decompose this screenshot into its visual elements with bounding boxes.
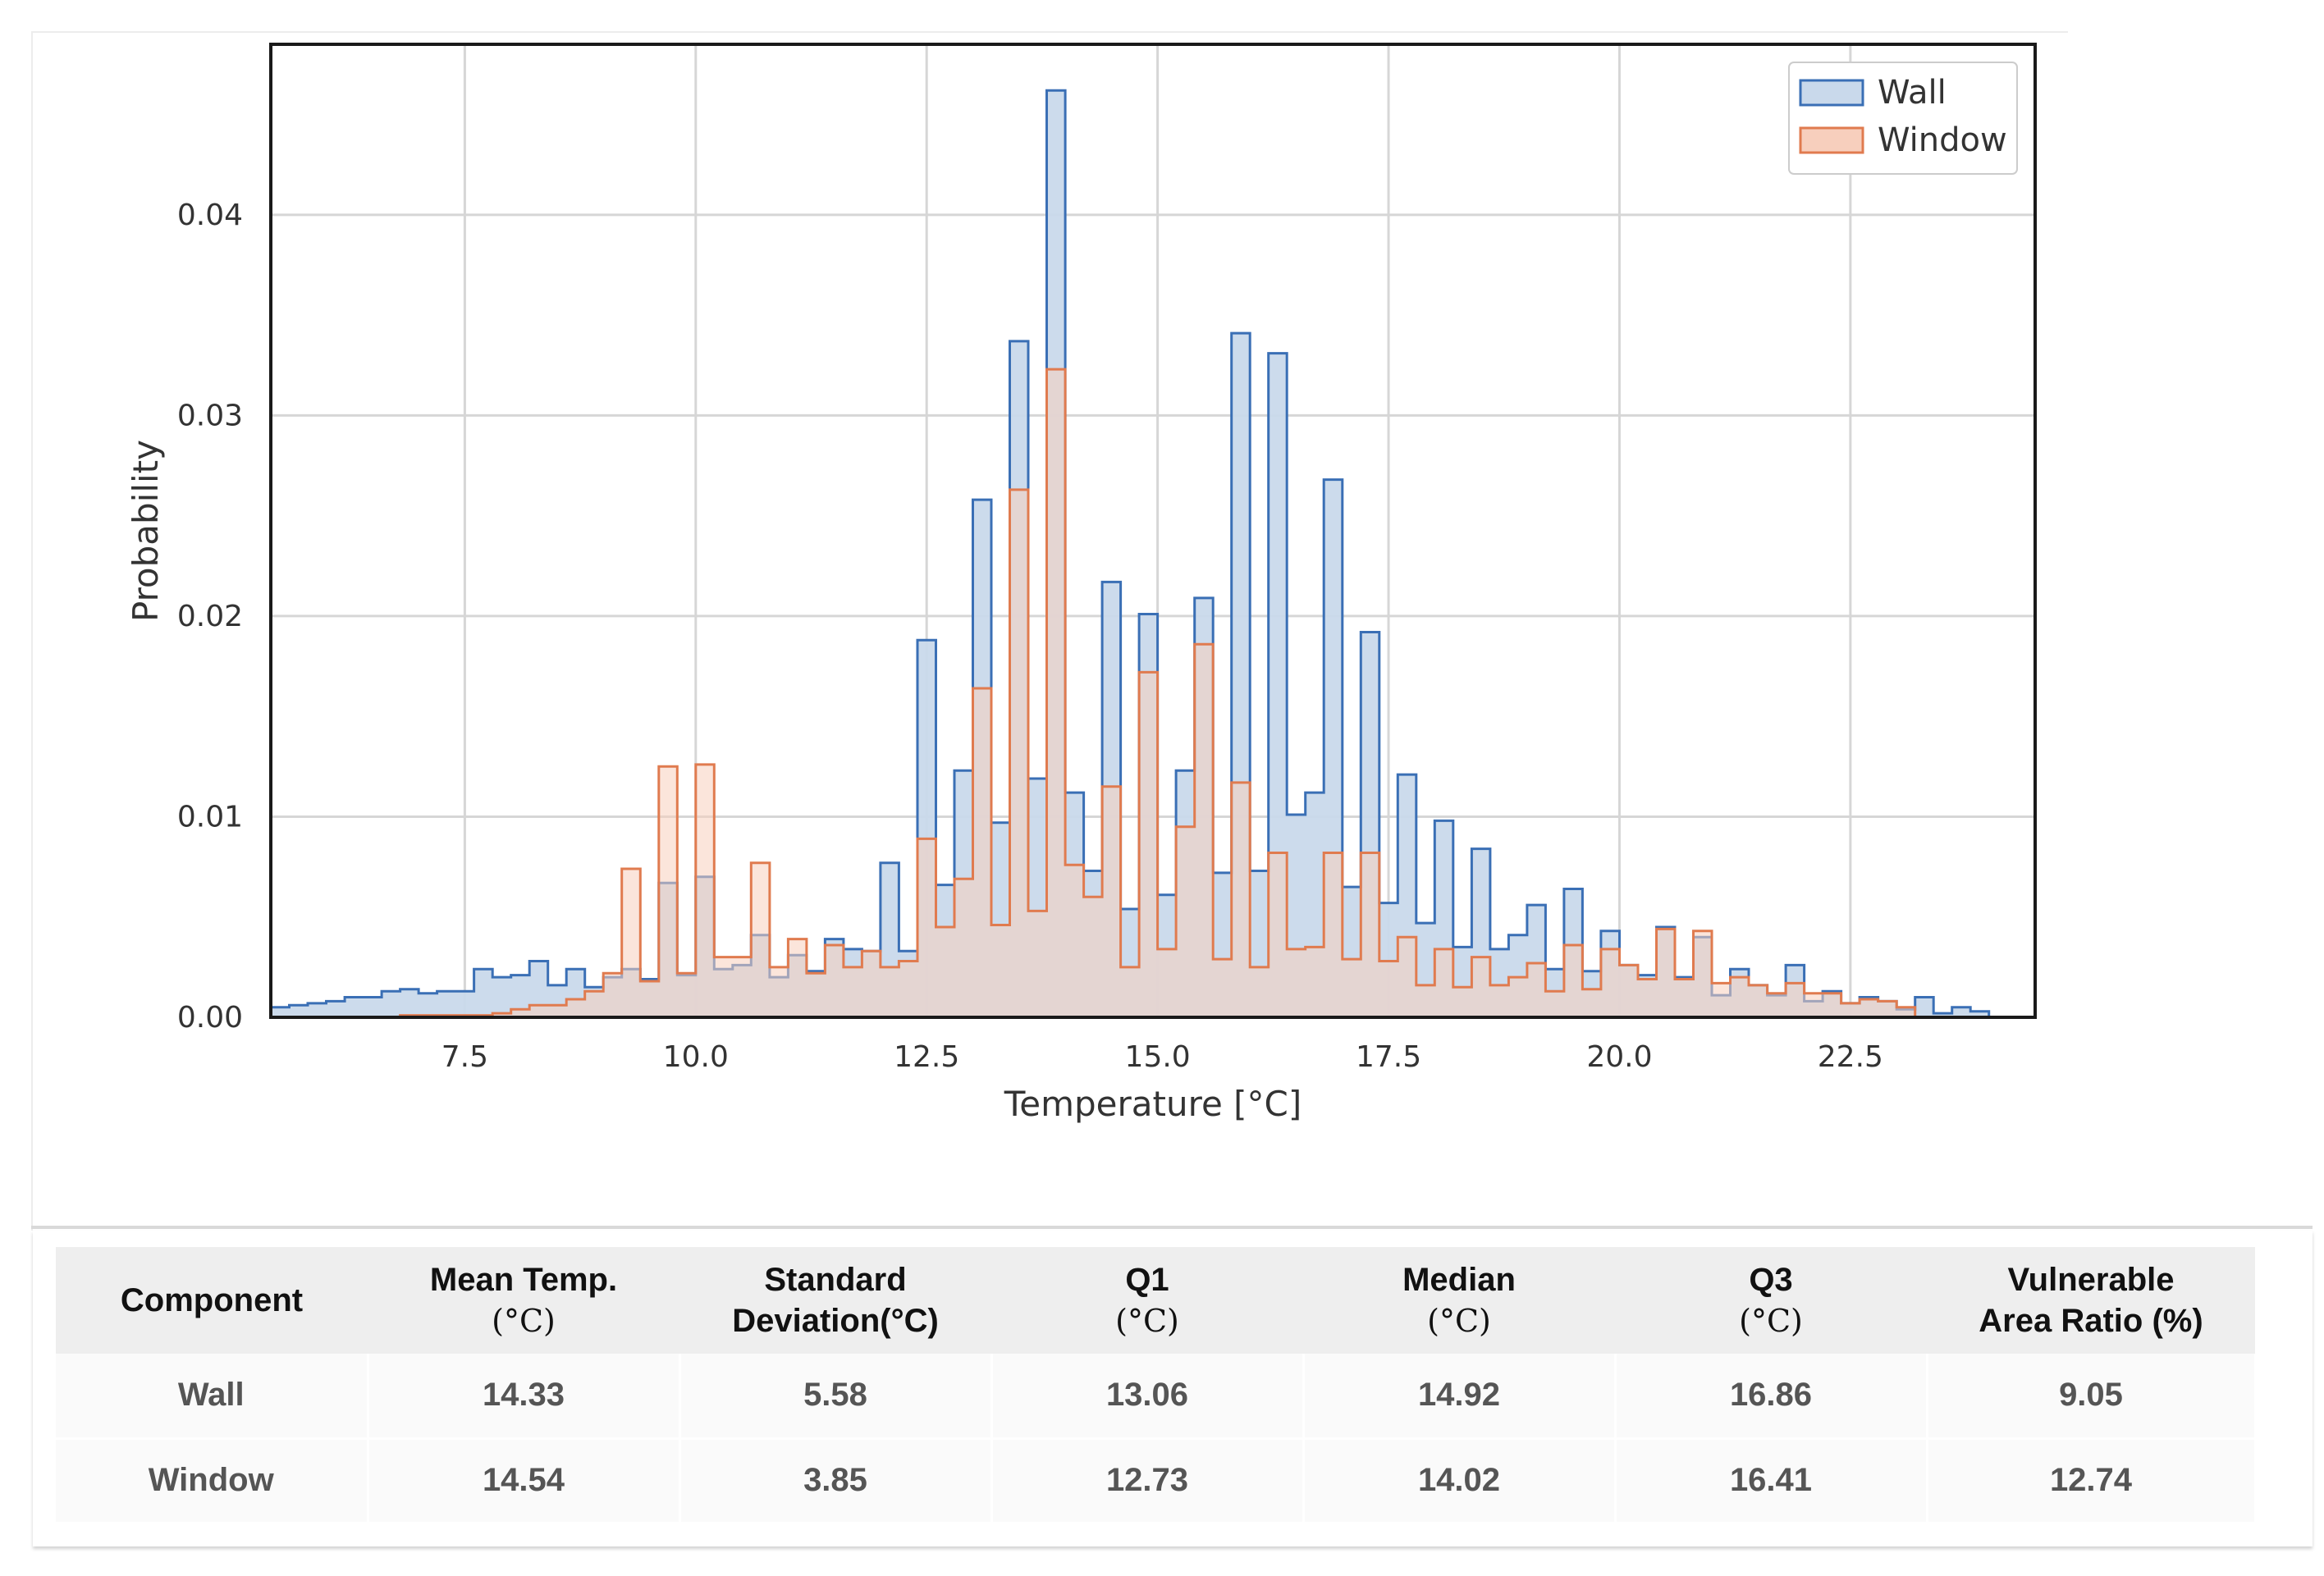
series-fill-wall [271, 90, 1989, 1018]
histogram-series [269, 89, 1991, 1019]
table-row-wall: Wall 14.33 5.58 13.06 14.92 16.86 9.05 [56, 1354, 2257, 1440]
cell-q3: 16.41 [1615, 1438, 1928, 1524]
header-median: Median (°C) [1402, 1262, 1516, 1339]
cell-q3: 16.86 [1615, 1354, 1928, 1440]
cell-q1: 13.06 [991, 1354, 1305, 1440]
y-tick-label: 0.04 [177, 199, 243, 232]
cell-vulnerable-area-ratio: 12.74 [1927, 1438, 2257, 1524]
cell-mean-temp: 14.54 [368, 1438, 681, 1524]
header-q1: Q1 (°C) [1115, 1262, 1179, 1339]
cell-vulnerable-area-ratio: 9.05 [1927, 1354, 2257, 1440]
x-tick-label: 12.5 [894, 1040, 959, 1074]
table-header-row: Component Mean Temp. (°C) Standard Deviati… [56, 1247, 2255, 1354]
header-mean-temp: Mean Temp. (°C) [429, 1262, 618, 1339]
legend-label-wall: Wall [1878, 74, 1947, 112]
table-row-window: Window 14.54 3.85 12.73 14.02 16.41 12.7… [56, 1438, 2257, 1524]
section-divider [31, 1226, 2313, 1229]
cell-standard-deviation: 3.85 [679, 1438, 993, 1524]
cell-mean-temp: 14.33 [368, 1354, 681, 1440]
series-fill-window [271, 369, 1989, 1018]
y-tick-label: 0.00 [177, 1001, 243, 1035]
x-axis-label: Temperature [°C] [1004, 1084, 1302, 1124]
x-axis-ticks: 7.5 10.0 12.5 15.0 17.5 20.0 22.5 [441, 1040, 1883, 1074]
y-axis-ticks: 0.00 0.01 0.02 0.03 0.04 [177, 199, 243, 1035]
y-tick-label: 0.02 [177, 600, 243, 633]
y-tick-label: 0.01 [177, 800, 243, 834]
x-tick-label: 20.0 [1586, 1040, 1652, 1074]
chart-panel: 7.5 10.0 12.5 15.0 17.5 20.0 22.5 0.00 0.01 0.02… [31, 31, 2068, 1231]
header-component: Component [120, 1282, 304, 1318]
x-tick-label: 17.5 [1356, 1040, 1421, 1074]
statistics-table: Component Mean Temp. (°C) Standard Deviati… [56, 1247, 2257, 1524]
cell-median: 14.02 [1303, 1438, 1617, 1524]
x-tick-label: 22.5 [1818, 1040, 1883, 1074]
y-tick-label: 0.03 [177, 399, 243, 432]
y-axis-label: Probability [126, 440, 166, 622]
legend-swatch-window [1799, 126, 1864, 154]
legend-label-window: Window [1878, 121, 2007, 159]
legend: Wall Window [1788, 62, 2018, 175]
header-vulnerable-area-ratio: Vulnerable Area Ratio (%) [1979, 1262, 2203, 1339]
legend-swatch-wall [1799, 79, 1864, 107]
plot-frame [269, 43, 2037, 1019]
cell-component: Wall [56, 1354, 369, 1440]
series-outline-window [271, 368, 1989, 1019]
header-standard-deviation: Standard Deviation(°C) [732, 1262, 939, 1339]
series-outline-wall [269, 89, 1991, 1017]
cell-q1: 12.73 [991, 1438, 1305, 1524]
cell-median: 14.92 [1303, 1354, 1617, 1440]
statistics-card: Component Mean Temp. (°C) Standard Deviati… [33, 1231, 2313, 1546]
cell-component: Window [56, 1438, 369, 1524]
x-tick-label: 15.0 [1125, 1040, 1191, 1074]
x-tick-label: 7.5 [441, 1040, 488, 1074]
cell-standard-deviation: 5.58 [679, 1354, 993, 1440]
histogram-chart: 7.5 10.0 12.5 15.0 17.5 20.0 22.5 0.00 0.01 0.02… [126, 43, 2037, 1124]
x-tick-label: 10.0 [663, 1040, 729, 1074]
header-q3: Q3 (°C) [1739, 1262, 1803, 1339]
